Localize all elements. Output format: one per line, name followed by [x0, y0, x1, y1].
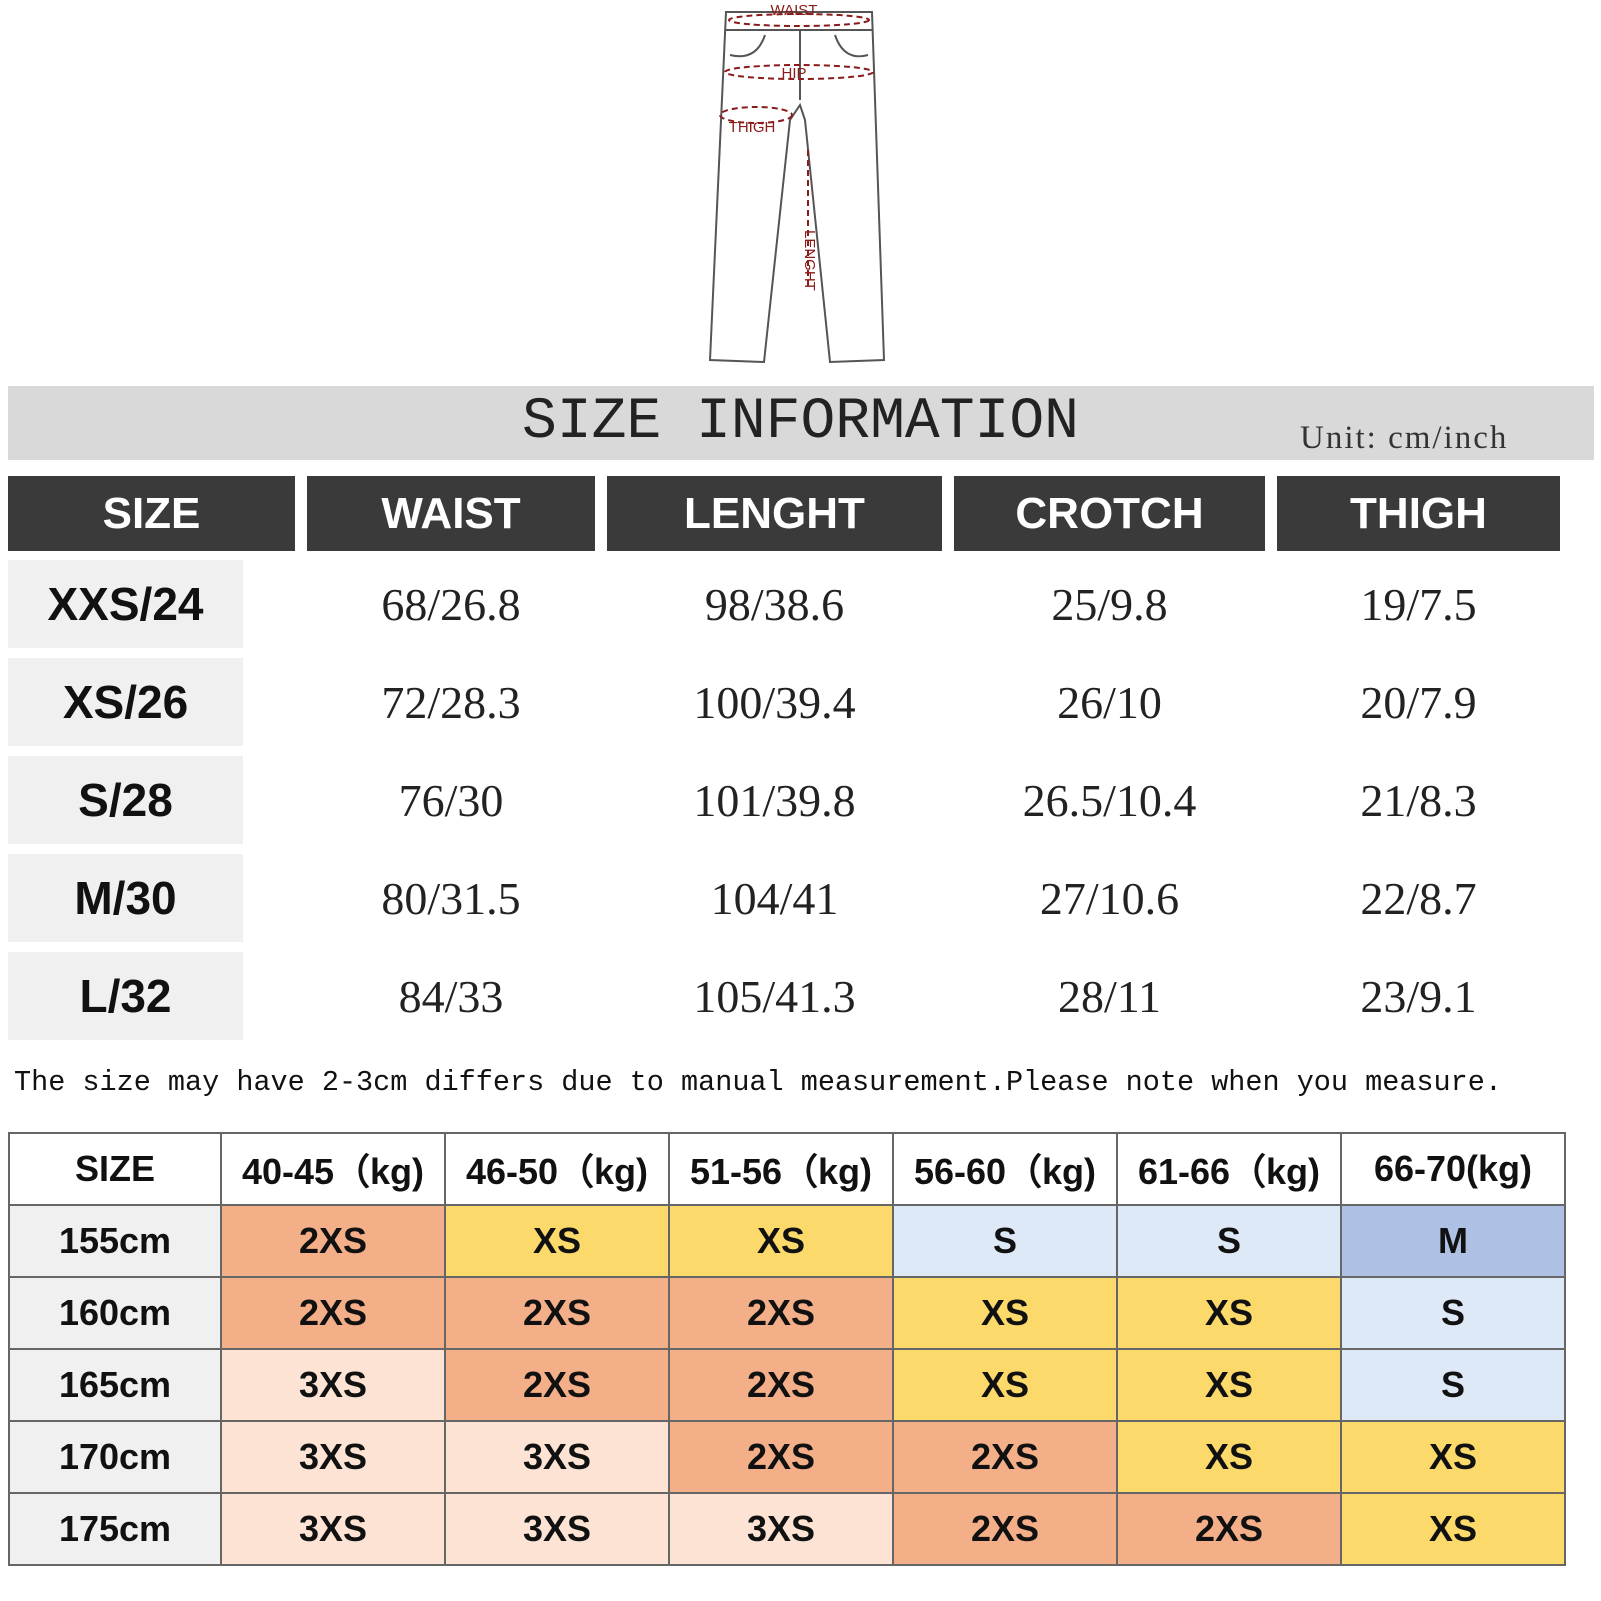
- size-cell: 3XS: [668, 1492, 894, 1566]
- size-cell: XXS/24: [8, 560, 243, 648]
- height-cell: 170cm: [8, 1420, 222, 1494]
- height-cell: 175cm: [8, 1492, 222, 1566]
- value-cell: 28/11: [1057, 970, 1162, 1022]
- row: 175cm 3XS 3XS 3XS 2XS 2XS XS: [8, 1492, 1566, 1566]
- size-cell: 2XS: [220, 1276, 446, 1350]
- size-cell: XS: [1116, 1276, 1342, 1350]
- value-cell: 68/26.8: [381, 578, 521, 630]
- header-cell: LENGHT: [607, 476, 942, 551]
- size-cell: 3XS: [220, 1492, 446, 1566]
- pants-diagram: WAIST HIP THIGH LENGHT: [708, 2, 886, 364]
- row: 155cm 2XS XS XS S S M: [8, 1204, 1566, 1278]
- value-cell: 25/9.8: [1051, 578, 1168, 630]
- size-cell: 2XS: [1116, 1492, 1342, 1566]
- size-cell: S: [892, 1204, 1118, 1278]
- height-cell: 160cm: [8, 1276, 222, 1350]
- size-cell: XS: [668, 1204, 894, 1278]
- row: 170cm 3XS 3XS 2XS 2XS XS XS: [8, 1420, 1566, 1494]
- header-cell: 51-56（kg): [668, 1132, 894, 1206]
- size-cell: 2XS: [668, 1420, 894, 1494]
- value-cell: 20/7.9: [1360, 676, 1477, 728]
- value-cell: 105/41.3: [693, 970, 856, 1022]
- size-cell: S: [1116, 1204, 1342, 1278]
- label-thigh: THIGH: [729, 119, 776, 136]
- row: 160cm 2XS 2XS 2XS XS XS S: [8, 1276, 1566, 1350]
- label-length: LENGHT: [801, 230, 818, 291]
- header-cell: SIZE: [8, 476, 295, 551]
- header-cell: 46-50（kg): [444, 1132, 670, 1206]
- size-cell: XS: [1116, 1420, 1342, 1494]
- header-cell: SIZE: [8, 1132, 222, 1206]
- value-cell: 26.5/10.4: [1022, 774, 1197, 826]
- size-cell: S: [1340, 1276, 1566, 1350]
- header-cell: 40-45（kg): [220, 1132, 446, 1206]
- value-cell: 100/39.4: [693, 676, 856, 728]
- header-cell: 61-66（kg): [1116, 1132, 1342, 1206]
- header-cell: 56-60（kg): [892, 1132, 1118, 1206]
- header-cell: 66-70(kg): [1340, 1132, 1566, 1206]
- value-cell: 22/8.7: [1360, 872, 1477, 924]
- height-cell: 165cm: [8, 1348, 222, 1422]
- size-cell: 3XS: [444, 1420, 670, 1494]
- title-band: [8, 386, 1594, 460]
- size-cell: XS/26: [8, 658, 243, 746]
- value-cell: 27/10.6: [1039, 872, 1180, 924]
- header-cell: CROTCH: [954, 476, 1265, 551]
- size-cell: 2XS: [444, 1276, 670, 1350]
- row: 165cm 3XS 2XS 2XS XS XS S: [8, 1348, 1566, 1422]
- height-cell: 155cm: [8, 1204, 222, 1278]
- value-cell: 76/30: [398, 774, 504, 826]
- size-cell: XS: [892, 1276, 1118, 1350]
- size-cell: XS: [1340, 1492, 1566, 1566]
- value-cell: 26/10: [1057, 676, 1162, 728]
- value-cell: 23/9.1: [1360, 970, 1477, 1022]
- size-cell: S/28: [8, 756, 243, 844]
- note: The size may have 2-3cm differs due to m…: [14, 1066, 1502, 1099]
- size-cell: S: [1340, 1348, 1566, 1422]
- size-cell: 2XS: [668, 1276, 894, 1350]
- size-cell: M/30: [8, 854, 243, 942]
- size-cell: 3XS: [220, 1420, 446, 1494]
- value-cell: 104/41: [710, 872, 839, 924]
- header-cell: THIGH: [1277, 476, 1560, 551]
- size-cell: XS: [892, 1348, 1118, 1422]
- size-cell: 2XS: [444, 1348, 670, 1422]
- header-row: SIZE 40-45（kg) 46-50（kg) 51-56（kg) 56-60（kg)…: [8, 1132, 1566, 1206]
- value-cell: 72/28.3: [381, 676, 521, 728]
- size-cell: XS: [1116, 1348, 1342, 1422]
- value-cell: 80/31.5: [381, 872, 521, 924]
- value-cell: 101/39.8: [693, 774, 856, 826]
- value-cell: 98/38.6: [704, 578, 845, 630]
- label-waist: WAIST: [771, 2, 818, 19]
- size-cell: 2XS: [220, 1204, 446, 1278]
- size-cell: M: [1340, 1204, 1566, 1278]
- size-cell: 3XS: [220, 1348, 446, 1422]
- size-cell: 2XS: [892, 1420, 1118, 1494]
- label-hip: HIP: [781, 65, 806, 82]
- header-cell: WAIST: [307, 476, 595, 551]
- value-cell: 21/8.3: [1360, 774, 1477, 826]
- size-cell: L/32: [8, 952, 243, 1040]
- size-cell: 3XS: [444, 1492, 670, 1566]
- size-cell: 2XS: [668, 1348, 894, 1422]
- value-cell: 84/33: [398, 970, 504, 1022]
- weight-table: SIZE 40-45（kg) 46-50（kg) 51-56（kg) 56-60（kg)…: [8, 1132, 1566, 1566]
- unit: Unit: cm/inch: [1300, 420, 1509, 456]
- size-cell: XS: [1340, 1420, 1566, 1494]
- size-cell: XS: [444, 1204, 670, 1278]
- title: SIZE INFORMATION: [522, 390, 1079, 455]
- size-cell: 2XS: [892, 1492, 1118, 1566]
- value-cell: 19/7.5: [1360, 578, 1477, 630]
